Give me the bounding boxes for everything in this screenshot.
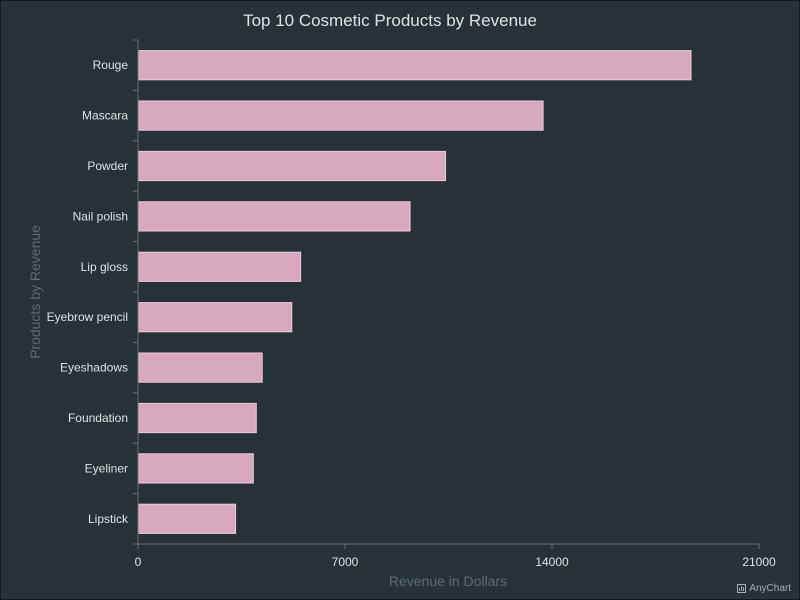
category-label: Foundation xyxy=(68,411,128,425)
category-label: Powder xyxy=(87,159,128,173)
x-axis: 0 7000 14000 21000 xyxy=(135,543,776,569)
chart-title: Top 10 Cosmetic Products by Revenue xyxy=(243,11,537,30)
x-tick-label: 0 xyxy=(135,555,142,569)
x-tick-label: 14000 xyxy=(535,555,569,569)
credit-link[interactable]: AnyChart xyxy=(737,583,791,594)
bar-lip-gloss[interactable] xyxy=(138,251,302,282)
x-tick-label: 21000 xyxy=(742,555,776,569)
x-tick-label: 7000 xyxy=(332,555,359,569)
bar-mascara[interactable] xyxy=(138,100,544,131)
category-label: Lipstick xyxy=(88,512,129,526)
bar-foundation[interactable] xyxy=(138,402,257,434)
category-label: Nail polish xyxy=(73,209,128,223)
bar-nail-polish[interactable] xyxy=(138,201,411,232)
category-label: Rouge xyxy=(93,58,129,72)
bar-eyeshadows[interactable] xyxy=(138,352,263,383)
x-axis-title: Revenue in Dollars xyxy=(389,573,507,589)
y-axis: Rouge Mascara Powder Nail polish Lip gloss Ey… xyxy=(47,39,139,545)
bar-chart-icon xyxy=(737,584,747,593)
bar-rouge[interactable] xyxy=(138,50,692,81)
credit-label: AnyChart xyxy=(749,583,791,594)
y-axis-title: Products by Revenue xyxy=(27,225,43,359)
category-label: Eyeshadows xyxy=(60,361,128,375)
bar-series xyxy=(138,50,692,534)
bar-lipstick[interactable] xyxy=(138,503,237,534)
bar-powder[interactable] xyxy=(138,150,447,182)
category-label: Eyebrow pencil xyxy=(47,310,128,324)
bar-eyebrow-pencil[interactable] xyxy=(138,302,293,333)
category-label: Lip gloss xyxy=(81,260,128,274)
bar-eyeliner[interactable] xyxy=(138,453,254,484)
category-label: Mascara xyxy=(82,109,128,123)
category-label: Eyeliner xyxy=(85,461,128,475)
